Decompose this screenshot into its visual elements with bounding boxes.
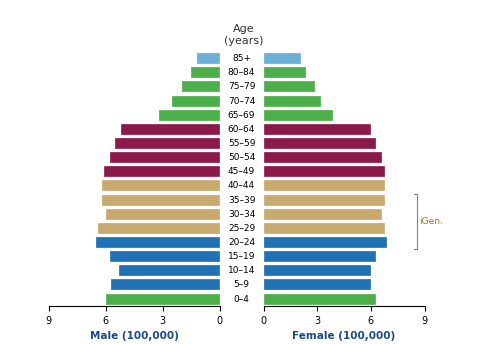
X-axis label: Male (100,000): Male (100,000) bbox=[90, 331, 179, 342]
Bar bbox=[264, 124, 371, 135]
Bar bbox=[104, 166, 220, 177]
Text: 85+: 85+ bbox=[232, 54, 251, 63]
Bar bbox=[159, 110, 220, 121]
Bar bbox=[264, 279, 371, 290]
Text: 10–14: 10–14 bbox=[228, 266, 255, 275]
Text: 30–34: 30–34 bbox=[228, 210, 255, 219]
Bar bbox=[109, 152, 220, 163]
Bar bbox=[172, 96, 220, 107]
Bar bbox=[264, 181, 385, 192]
Text: 75–79: 75–79 bbox=[228, 83, 255, 92]
Bar bbox=[182, 82, 220, 93]
Bar bbox=[264, 138, 376, 149]
Bar bbox=[102, 195, 220, 206]
Text: Age
(years): Age (years) bbox=[224, 24, 264, 46]
Text: 25–29: 25–29 bbox=[228, 224, 255, 233]
Text: 15–19: 15–19 bbox=[228, 252, 255, 261]
Bar bbox=[264, 96, 321, 107]
Text: 60–64: 60–64 bbox=[228, 125, 255, 134]
Text: 45–49: 45–49 bbox=[228, 167, 255, 176]
Bar bbox=[264, 265, 371, 276]
Text: 40–44: 40–44 bbox=[228, 181, 255, 191]
Bar bbox=[197, 53, 220, 64]
Bar bbox=[121, 124, 220, 135]
Bar bbox=[264, 152, 382, 163]
Text: 5–9: 5–9 bbox=[234, 280, 249, 289]
Bar bbox=[264, 209, 382, 220]
X-axis label: Female (100,000): Female (100,000) bbox=[292, 331, 396, 342]
Bar bbox=[111, 279, 220, 290]
Bar bbox=[106, 293, 220, 304]
Bar bbox=[106, 209, 220, 220]
Bar bbox=[115, 138, 220, 149]
Text: 80–84: 80–84 bbox=[228, 68, 255, 77]
Bar bbox=[264, 251, 376, 262]
Text: 0–4: 0–4 bbox=[234, 294, 249, 304]
Bar bbox=[264, 223, 385, 234]
Bar bbox=[264, 67, 306, 78]
Bar bbox=[264, 293, 376, 304]
Bar bbox=[264, 110, 333, 121]
Bar bbox=[191, 67, 220, 78]
Bar bbox=[264, 195, 385, 206]
Text: iGen.: iGen. bbox=[419, 217, 443, 226]
Bar bbox=[96, 237, 220, 248]
Text: 55–59: 55–59 bbox=[228, 139, 255, 148]
Bar bbox=[102, 181, 220, 192]
Bar bbox=[264, 82, 315, 93]
Bar bbox=[119, 265, 220, 276]
Text: 50–54: 50–54 bbox=[228, 153, 255, 162]
Bar bbox=[264, 53, 301, 64]
Text: 35–39: 35–39 bbox=[228, 196, 255, 205]
Text: 20–24: 20–24 bbox=[228, 238, 255, 247]
Bar bbox=[264, 166, 385, 177]
Bar bbox=[109, 251, 220, 262]
Bar bbox=[264, 237, 387, 248]
Text: 65–69: 65–69 bbox=[228, 111, 255, 120]
Bar bbox=[98, 223, 220, 234]
Text: 70–74: 70–74 bbox=[228, 97, 255, 106]
